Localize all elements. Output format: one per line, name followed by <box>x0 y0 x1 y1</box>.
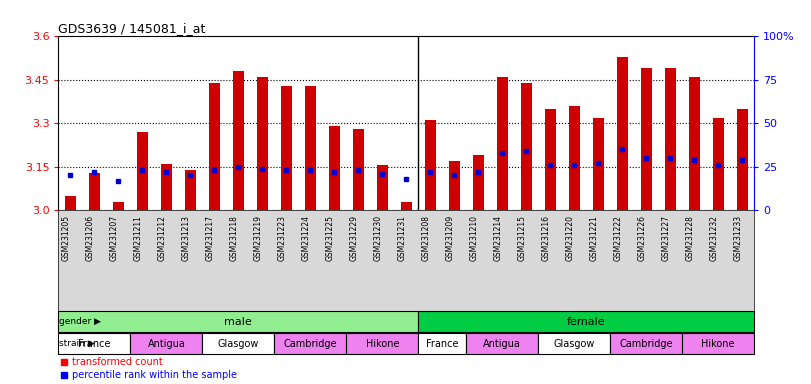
Text: GSM231223: GSM231223 <box>277 215 286 261</box>
Text: France: France <box>426 339 458 349</box>
Bar <box>185 170 195 210</box>
Bar <box>58 333 131 354</box>
Text: GSM231225: GSM231225 <box>325 215 334 261</box>
Text: Glasgow: Glasgow <box>554 339 595 349</box>
Bar <box>545 109 556 210</box>
Bar <box>473 155 483 210</box>
Bar <box>131 333 203 354</box>
Bar <box>425 121 436 210</box>
Text: Antigua: Antigua <box>483 339 521 349</box>
Text: GSM231220: GSM231220 <box>565 215 574 261</box>
Text: male: male <box>225 317 252 327</box>
Text: GSM231217: GSM231217 <box>205 215 214 261</box>
Text: GSM231208: GSM231208 <box>421 215 431 261</box>
Text: GSM231224: GSM231224 <box>302 215 311 261</box>
Text: percentile rank within the sample: percentile rank within the sample <box>72 370 238 380</box>
Text: GSM231207: GSM231207 <box>109 215 118 262</box>
Bar <box>113 202 124 210</box>
Bar <box>281 86 292 210</box>
Text: GSM231222: GSM231222 <box>613 215 622 261</box>
Text: GSM231233: GSM231233 <box>733 215 742 262</box>
Bar <box>593 118 603 210</box>
Bar <box>418 311 754 332</box>
Text: GSM231230: GSM231230 <box>373 215 382 262</box>
Bar <box>418 333 466 354</box>
Bar <box>497 77 508 210</box>
Text: GSM231216: GSM231216 <box>541 215 551 261</box>
Text: Antigua: Antigua <box>148 339 185 349</box>
Bar <box>161 164 172 210</box>
Text: GSM231209: GSM231209 <box>445 215 454 262</box>
Text: Glasgow: Glasgow <box>217 339 259 349</box>
Text: GSM231214: GSM231214 <box>493 215 502 261</box>
Text: GSM231232: GSM231232 <box>710 215 719 261</box>
Bar <box>209 83 220 210</box>
Text: Hikone: Hikone <box>366 339 399 349</box>
Bar <box>665 68 676 210</box>
Text: GSM231229: GSM231229 <box>350 215 358 261</box>
Bar <box>137 132 148 210</box>
Text: gender ▶: gender ▶ <box>59 317 101 326</box>
Text: GSM231219: GSM231219 <box>253 215 262 261</box>
Bar <box>610 333 682 354</box>
Bar <box>257 77 268 210</box>
Text: GDS3639 / 145081_i_at: GDS3639 / 145081_i_at <box>58 22 206 35</box>
Text: GSM231210: GSM231210 <box>470 215 478 261</box>
Bar <box>521 83 532 210</box>
Bar <box>274 333 346 354</box>
Text: GSM231205: GSM231205 <box>62 215 71 262</box>
Bar <box>329 126 340 210</box>
Text: GSM231213: GSM231213 <box>182 215 191 261</box>
Bar <box>377 166 388 210</box>
Bar <box>58 311 418 332</box>
Text: Hikone: Hikone <box>702 339 735 349</box>
Bar <box>737 109 748 210</box>
Text: transformed count: transformed count <box>72 356 163 366</box>
Bar <box>346 333 418 354</box>
Bar <box>401 202 412 210</box>
Text: GSM231226: GSM231226 <box>637 215 646 261</box>
Text: GSM231211: GSM231211 <box>133 215 143 261</box>
Text: GSM231228: GSM231228 <box>685 215 694 261</box>
Bar <box>89 172 100 210</box>
Bar <box>305 86 315 210</box>
Bar <box>569 106 580 210</box>
Bar <box>641 68 652 210</box>
Text: GSM231215: GSM231215 <box>517 215 526 261</box>
Text: GSM231218: GSM231218 <box>230 215 238 261</box>
Bar <box>713 118 723 210</box>
Bar <box>682 333 754 354</box>
Bar <box>203 333 274 354</box>
Text: GSM231212: GSM231212 <box>157 215 166 261</box>
Bar <box>449 161 460 210</box>
Text: GSM231206: GSM231206 <box>85 215 94 262</box>
Bar <box>617 57 628 210</box>
Text: GSM231227: GSM231227 <box>661 215 670 261</box>
Text: France: France <box>78 339 110 349</box>
Bar <box>233 71 244 210</box>
Text: Cambridge: Cambridge <box>284 339 337 349</box>
Text: female: female <box>567 317 606 327</box>
Text: GSM231221: GSM231221 <box>590 215 599 261</box>
Bar <box>353 129 363 210</box>
Text: strain ▶: strain ▶ <box>59 339 95 348</box>
Bar <box>689 77 700 210</box>
Bar <box>466 333 539 354</box>
Bar <box>539 333 610 354</box>
Text: Cambridge: Cambridge <box>620 339 673 349</box>
Bar <box>65 196 75 210</box>
Text: GSM231231: GSM231231 <box>397 215 406 261</box>
